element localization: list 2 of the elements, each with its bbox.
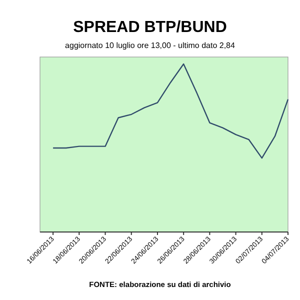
chart-title: SPREAD BTP/BUND (73, 19, 227, 36)
chart-subtitle: aggiornato 10 luglio ore 13,00 - ultimo dato 2,84 (65, 41, 236, 50)
